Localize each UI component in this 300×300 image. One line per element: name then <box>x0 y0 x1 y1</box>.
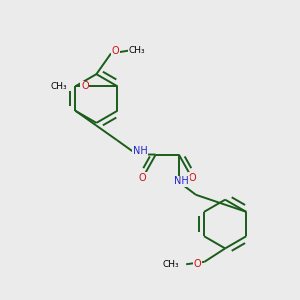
Text: CH₃: CH₃ <box>162 260 179 269</box>
Text: O: O <box>188 172 196 183</box>
Text: NH: NH <box>175 176 189 186</box>
Text: CH₃: CH₃ <box>51 82 68 91</box>
Text: CH₃: CH₃ <box>128 46 145 55</box>
Text: O: O <box>81 81 89 91</box>
Text: NH: NH <box>133 146 148 156</box>
Text: O: O <box>194 259 202 269</box>
Text: O: O <box>139 172 146 183</box>
Text: O: O <box>112 46 119 56</box>
